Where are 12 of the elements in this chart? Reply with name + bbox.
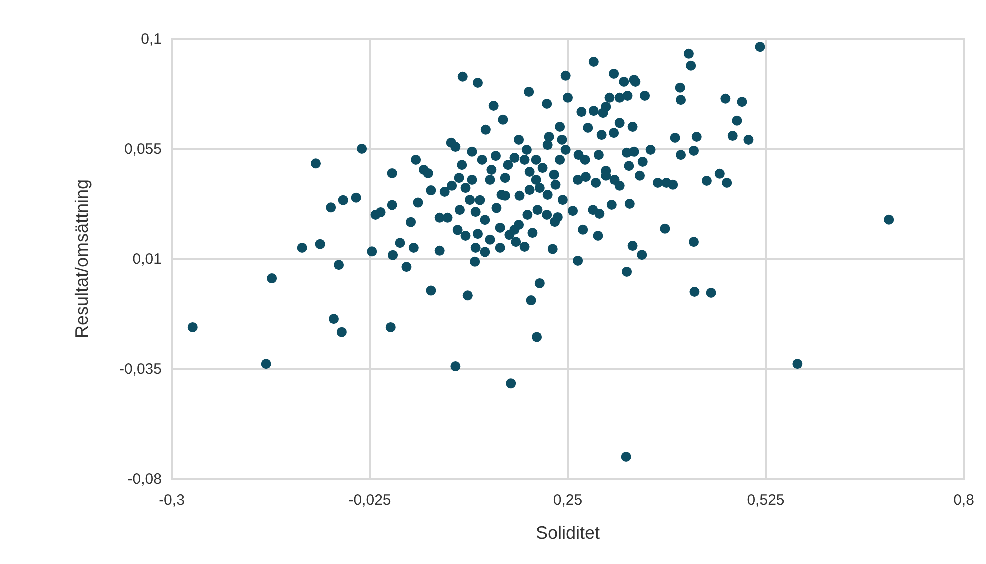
- y-tick-label: -0,035: [119, 361, 162, 378]
- x-tick-label: 0,525: [747, 492, 785, 509]
- x-tick-label: -0,025: [348, 492, 392, 509]
- y-tick-label: 0,055: [124, 141, 162, 158]
- y-tick-label: -0,08: [128, 471, 162, 488]
- x-axis-title: Soliditet: [536, 523, 600, 543]
- x-tick-label: -0,3: [159, 492, 185, 509]
- y-axis-title: Resultat/omsättning: [72, 179, 92, 339]
- y-tick-label: 0,01: [132, 251, 162, 268]
- x-tick-label: 0,25: [553, 492, 583, 509]
- x-tick-label: 0,8: [954, 492, 974, 509]
- y-tick-label: 0,1: [141, 31, 162, 48]
